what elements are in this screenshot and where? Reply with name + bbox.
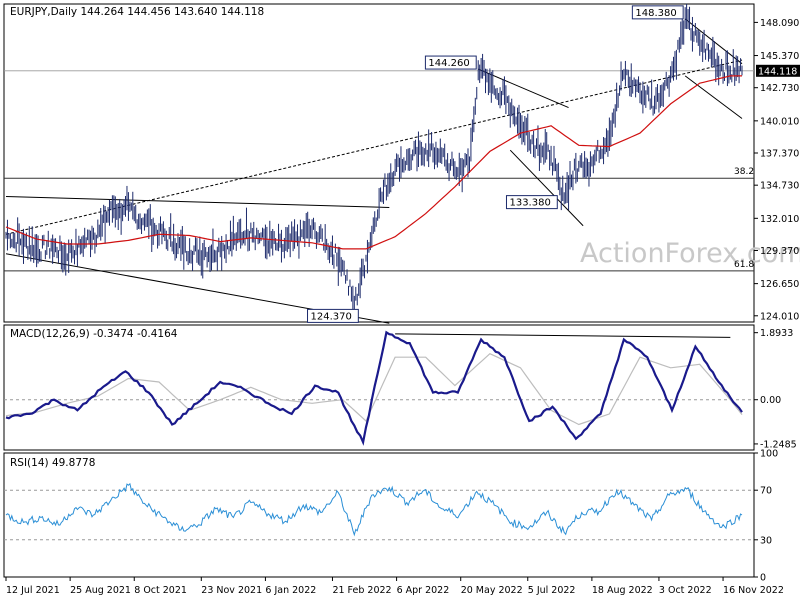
price-y-tick-label: 148.090: [760, 18, 799, 29]
price-y-tick-label: 137.370: [760, 149, 799, 160]
macd-y-tick-label: 0.00: [760, 395, 781, 406]
rsi-y-tick-label: 0: [760, 573, 766, 584]
price-annotation-box: [631, 5, 684, 20]
macd-panel: MACD(12,26,9) -0.3474 -0.4164 1.8933 0.00…: [3, 324, 797, 451]
fib-level-label: 38.2: [734, 167, 754, 177]
price-annotation-label: 124.370: [311, 311, 352, 322]
price-panel-title: EURJPY,Daily 144.264 144.456 143.640 144…: [10, 6, 264, 18]
macd-y-tick-label: -1.2485: [760, 439, 797, 450]
x-tick-label: 8 Oct 2021: [134, 585, 187, 596]
rsi-y-axis: 100 70 30 0: [754, 449, 778, 584]
price-panel-frame: [3, 3, 755, 323]
x-tick-label: 6 Apr 2022: [397, 585, 450, 596]
price-annotation-label: 133.380: [509, 198, 550, 209]
trendline: [5, 196, 390, 208]
x-tick-label: 18 Aug 2022: [592, 585, 653, 596]
price-annotation-box: [505, 195, 558, 210]
price-grid-lines: 38.2 61.8: [4, 70, 754, 272]
rsi-series: [5, 482, 743, 537]
rsi-y-tick-label: 100: [760, 449, 778, 460]
price-annotation-label: 148.380: [635, 8, 676, 19]
price-y-tick-label: 129.370: [760, 246, 799, 257]
x-tick-label: 5 Jul 2022: [528, 585, 576, 596]
price-y-tick-label: 145.370: [760, 51, 799, 62]
price-y-tick-label: 124.010: [760, 311, 799, 322]
rsi-y-tick-label: 70: [760, 486, 772, 497]
rsi-y-tick-label: 30: [760, 535, 772, 546]
trendline: [509, 149, 584, 227]
macd-panel-title: MACD(12,26,9) -0.3474 -0.4164: [10, 328, 178, 340]
date-x-axis: 12 Jul 2021 25 Aug 2021 8 Oct 2021 23 Nov 2…: [5, 577, 784, 596]
macd-y-tick-label: 1.8933: [760, 328, 793, 339]
price-annotation-box: [424, 55, 477, 70]
x-tick-label: 25 Aug 2021: [70, 585, 131, 596]
price-panel: ActionForex.com 38.261.8 148.380144.2601…: [3, 3, 800, 324]
x-tick-label: 23 Nov 2021: [201, 585, 262, 596]
macd-panel-frame: [3, 324, 755, 451]
x-tick-label: 20 May 2022: [461, 585, 523, 596]
price-y-tick-label: 132.010: [760, 214, 799, 225]
price-annotation-label: 144.260: [428, 58, 469, 69]
x-tick-label: 3 Oct 2022: [659, 585, 712, 596]
rsi-panel: RSI(14) 49.8778 100 70 30 0: [3, 449, 778, 584]
macd-line: [5, 330, 743, 446]
x-tick-label: 12 Jul 2021: [6, 585, 60, 596]
x-tick-label: 6 Jan 2022: [265, 585, 316, 596]
macd-grid-lines: [4, 333, 754, 401]
x-tick-label: 16 Nov 2022: [723, 585, 784, 596]
macd-trendline: [395, 333, 731, 338]
rsi-panel-frame: [3, 452, 755, 578]
watermark: ActionForex.com: [580, 238, 800, 269]
price-y-tick-label: 142.730: [760, 83, 799, 94]
x-tick-label: 21 Feb 2022: [332, 585, 391, 596]
price-annotations: 148.380 144.260 133.380 124.370: [307, 5, 684, 323]
current-price-label: 144.118: [758, 66, 797, 77]
price-y-tick-label: 134.730: [760, 181, 799, 192]
price-y-tick-label: 140.010: [760, 116, 799, 127]
rsi-grid-lines: [4, 489, 754, 541]
sma-line: [5, 75, 742, 250]
trendline: [684, 18, 743, 65]
macd-series: [5, 330, 743, 446]
rsi-panel-title: RSI(14) 49.8778: [10, 457, 95, 469]
fib-level-label: 61.8: [734, 260, 754, 270]
macd-y-axis: 1.8933 0.00 -1.2485: [754, 328, 797, 450]
current-price-badge: [756, 64, 800, 77]
price-y-axis: 148.090 145.370 142.730 140.010 137.370 134.7…: [754, 18, 800, 322]
rsi-line: [5, 482, 743, 537]
price-y-tick-label: 126.650: [760, 279, 799, 290]
price-annotation-box: [307, 308, 359, 323]
trendline: [684, 75, 743, 119]
macd-signal-line: [5, 352, 743, 426]
